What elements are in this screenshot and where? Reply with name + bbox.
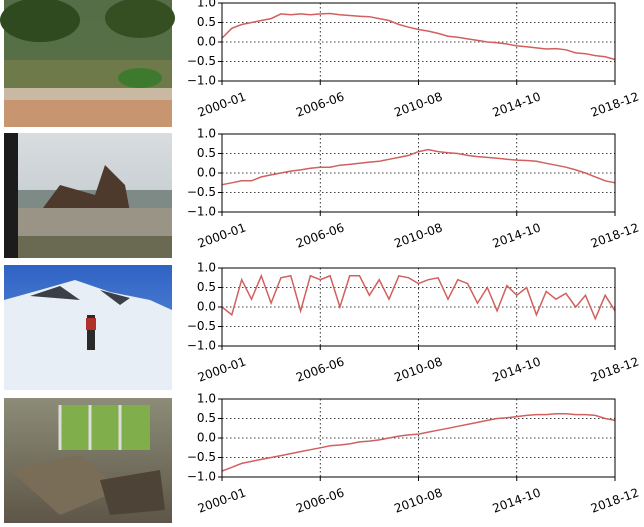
y-tick-label: 0.5 — [197, 146, 216, 160]
x-tick-label: 2018-12 — [589, 354, 641, 384]
y-tick-label: 0.5 — [197, 411, 216, 425]
photo-palms — [0, 0, 175, 127]
photo-wreck — [4, 133, 172, 258]
x-tick-label: 2010-08 — [392, 354, 444, 384]
y-tick-label: −0.5 — [187, 450, 216, 464]
y-tick-label: −1.0 — [187, 74, 216, 88]
plot-frame — [221, 133, 616, 213]
x-tick-label: 2000-01 — [196, 485, 248, 515]
x-tick-label: 2010-08 — [392, 220, 444, 250]
y-tick-label: −0.5 — [187, 54, 216, 68]
x-tick-label: 2010-08 — [392, 485, 444, 515]
y-tick-label: −1.0 — [187, 205, 216, 219]
data-line — [221, 148, 616, 186]
x-tick-label: 2014-10 — [491, 89, 543, 119]
x-tick-label: 2006-06 — [294, 354, 346, 384]
y-tick-label: 0.5 — [197, 15, 216, 29]
x-tick-label: 2000-01 — [196, 220, 248, 250]
y-tick-label: 0.5 — [197, 280, 216, 294]
y-tick-label: −1.0 — [187, 470, 216, 484]
y-tick-label: −1.0 — [187, 339, 216, 353]
x-tick-label: 2018-12 — [589, 485, 641, 515]
x-tick-label: 2006-06 — [294, 485, 346, 515]
x-tick-label: 2018-12 — [589, 220, 641, 250]
photo-room — [4, 398, 172, 523]
data-line — [221, 12, 616, 61]
y-tick-label: 0.0 — [197, 431, 216, 445]
x-tick-label: 2006-06 — [294, 89, 346, 119]
plot-frame — [221, 398, 616, 478]
photo-snow — [4, 265, 172, 390]
y-tick-label: 1.0 — [197, 0, 216, 10]
x-tick-label: 2000-01 — [196, 354, 248, 384]
x-tick-label: 2000-01 — [196, 89, 248, 119]
x-tick-label: 2014-10 — [491, 354, 543, 384]
y-tick-label: 0.0 — [197, 35, 216, 49]
y-tick-label: 1.0 — [197, 392, 216, 406]
x-tick-label: 2014-10 — [491, 485, 543, 515]
y-tick-label: 1.0 — [197, 127, 216, 141]
x-tick-label: 2014-10 — [491, 220, 543, 250]
x-tick-label: 2010-08 — [392, 89, 444, 119]
y-tick-label: 1.0 — [197, 261, 216, 275]
plot-frame — [221, 267, 616, 347]
y-tick-label: −0.5 — [187, 319, 216, 333]
y-tick-label: −0.5 — [187, 185, 216, 199]
x-tick-label: 2006-06 — [294, 220, 346, 250]
data-line — [221, 413, 616, 472]
x-tick-label: 2018-12 — [589, 89, 641, 119]
plot-frame — [221, 2, 616, 82]
data-line — [221, 273, 616, 321]
y-tick-label: 0.0 — [197, 300, 216, 314]
y-tick-label: 0.0 — [197, 166, 216, 180]
